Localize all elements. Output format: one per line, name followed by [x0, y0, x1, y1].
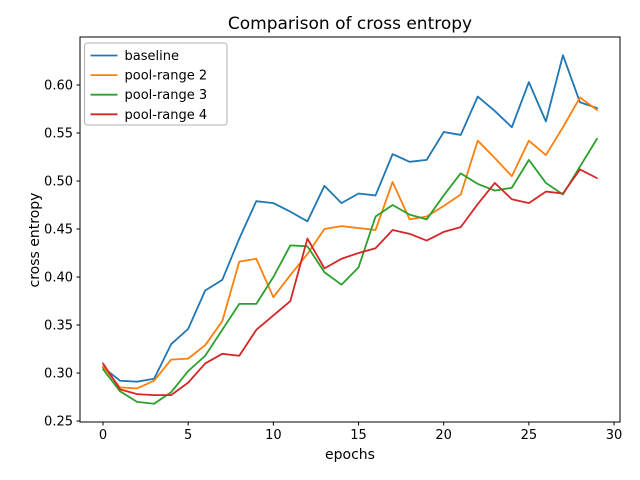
- y-tick-label: 0.55: [44, 127, 73, 142]
- y-tick-label: 0.25: [44, 415, 73, 430]
- legend: baseline pool-range 2 pool-range 3 pool-ran…: [84, 42, 228, 126]
- series-line-baseline: [102, 54, 598, 383]
- y-tick-label: 0.35: [44, 319, 73, 334]
- x-tick-label: 0: [99, 428, 107, 443]
- legend-item-pool-range-3: pool-range 3: [90, 88, 208, 103]
- x-axis-label: epochs: [325, 447, 375, 463]
- series-line-pool-range-4: [102, 168, 598, 397]
- y-tick-label: 0.60: [44, 79, 73, 94]
- y-axis-ticks: 0.25 0.30 0.35 0.40 0.45 0.50 0.55 0.60: [44, 79, 80, 430]
- series-lines: [102, 54, 598, 405]
- series-line-pool-range-3: [102, 137, 598, 405]
- x-tick-label: 10: [265, 428, 282, 443]
- legend-item-baseline: baseline: [90, 49, 179, 64]
- chart-title: Comparison of cross entropy: [227, 14, 473, 34]
- legend-label: pool-range 3: [125, 88, 208, 103]
- x-tick-label: 5: [184, 428, 192, 443]
- legend-label: pool-range 4: [125, 108, 208, 123]
- y-tick-label: 0.50: [44, 175, 73, 190]
- legend-item-pool-range-4: pool-range 4: [90, 108, 208, 123]
- y-tick-label: 0.45: [44, 223, 73, 238]
- legend-item-pool-range-2: pool-range 2: [90, 69, 208, 84]
- y-tick-label: 0.40: [44, 271, 73, 286]
- legend-label: baseline: [125, 49, 179, 64]
- y-tick-label: 0.30: [44, 367, 73, 382]
- legend-label: pool-range 2: [125, 69, 208, 84]
- series-line-pool-range-2: [102, 96, 598, 390]
- y-axis-label: cross entropy: [27, 192, 43, 288]
- x-axis-ticks: 0 5 10 15 20 25 30: [99, 422, 622, 443]
- x-tick-label: 15: [350, 428, 367, 443]
- x-tick-label: 20: [435, 428, 452, 443]
- legend-box: [84, 42, 228, 126]
- x-tick-label: 30: [606, 428, 623, 443]
- x-tick-label: 25: [521, 428, 538, 443]
